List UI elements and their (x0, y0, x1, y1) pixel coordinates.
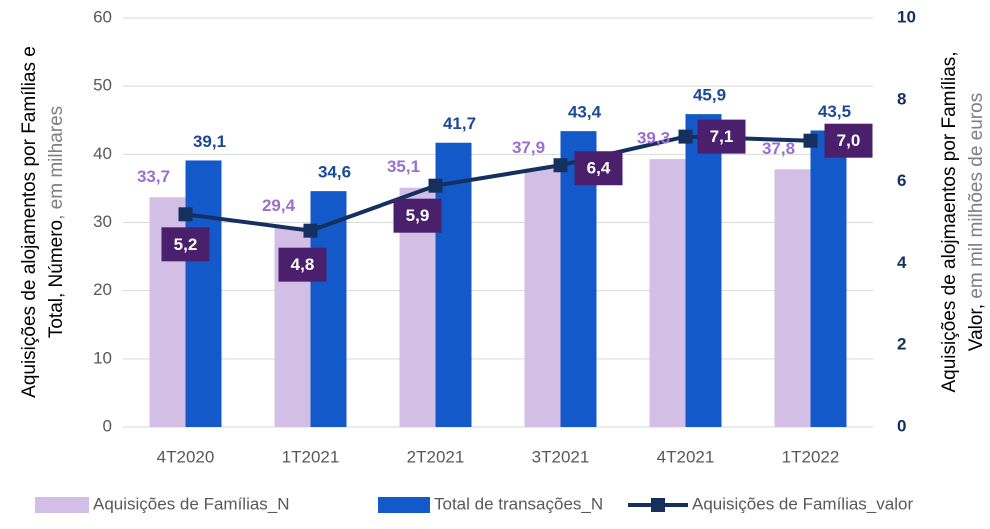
line-marker (178, 207, 193, 222)
data-label: 39,1 (193, 132, 226, 151)
y-axis-label: Aquisições de alojamentos por Famílias e (19, 46, 40, 398)
legend-swatch (378, 497, 430, 513)
data-label: 45,9 (693, 86, 726, 105)
legend-label: Aquisições de Famílias_valor (692, 494, 913, 513)
y2-axis-unit: em mil milhões de euros (966, 93, 987, 304)
data-label: 5,2 (174, 235, 198, 254)
data-label: 5,9 (406, 206, 430, 225)
legend-swatch (35, 497, 89, 513)
data-label: 43,5 (818, 102, 851, 121)
data-label-box (278, 247, 327, 282)
bar (649, 159, 686, 428)
legend-label: Total de transações_N (434, 494, 603, 513)
x-tick-label: 1T2022 (782, 447, 840, 466)
y2-axis-label: Aquisições de alojmaentos por Famílias, (939, 51, 960, 392)
data-label-box (697, 119, 746, 154)
labels: 33,7 29,4 35,1 37,9 39,3 37,8 39,1 34,6 41,7 43,4… (137, 86, 873, 282)
y-tick-label: 40 (93, 144, 112, 163)
bar (685, 114, 722, 428)
y2-tick-label: 0 (897, 416, 906, 435)
legend-label: Aquisições de Famílias_N (93, 494, 290, 513)
bar (185, 160, 222, 428)
data-label: 33,7 (137, 167, 170, 186)
y-axis-unit: , em milhares (46, 106, 67, 220)
x-tick-label: 3T2021 (532, 447, 590, 466)
y-tick-label: 50 (93, 76, 112, 95)
legend: Aquisições de Famílias_N Total de transaç… (35, 494, 913, 513)
x-tick-label: 1T2021 (282, 447, 340, 466)
data-label: 43,4 (568, 103, 602, 122)
line-marker (303, 223, 318, 238)
data-label: 34,6 (318, 163, 351, 182)
y-tick-label: 30 (93, 212, 112, 231)
data-label: 4,8 (291, 255, 315, 274)
y-tick-label: 0 (103, 416, 112, 435)
x-tick-label: 2T2021 (407, 447, 465, 466)
data-label: 41,7 (443, 114, 476, 133)
bar (524, 168, 561, 428)
y-axis-label: Total, Número, em milhares (46, 106, 67, 338)
line-marker (803, 133, 818, 148)
line-marker (553, 158, 568, 173)
y-tick-label: 20 (93, 280, 112, 299)
y2-tick-label: 4 (897, 253, 907, 272)
x-tick-label: 4T2021 (657, 447, 715, 466)
grid: 0 10 20 30 40 50 60 0 2 4 6 8 10 4T2020 1T2021 2T2021 3T… (93, 7, 916, 466)
legend-swatch (651, 498, 665, 512)
data-label-box (824, 123, 873, 158)
y2-tick-label: 8 (897, 89, 906, 108)
data-label: 35,1 (387, 157, 420, 176)
bar (774, 169, 811, 427)
data-label: 37,8 (762, 139, 795, 158)
x-tick-label: 4T2020 (157, 447, 215, 466)
data-label-box (393, 198, 442, 233)
data-label: 7,0 (837, 131, 861, 150)
y2-axis-label: Valor, (966, 304, 987, 351)
data-label: 37,9 (512, 138, 545, 157)
bar (810, 130, 847, 427)
bars (149, 114, 847, 428)
data-label-box (161, 227, 210, 262)
line-marker (428, 178, 443, 193)
data-label: 7,1 (710, 127, 734, 146)
y-axis-label: Total, Número (46, 220, 67, 338)
data-label: 6,4 (587, 159, 611, 178)
y2-axis-label: Valor, em mil milhões de euros (966, 93, 987, 351)
data-label: 39,3 (637, 129, 670, 148)
y2-tick-label: 6 (897, 171, 906, 190)
y-tick-label: 60 (93, 7, 112, 26)
y2-tick-label: 10 (897, 7, 916, 26)
data-label: 29,4 (262, 196, 296, 215)
y2-tick-label: 2 (897, 335, 906, 354)
data-label-box (574, 151, 623, 186)
line-marker (678, 129, 693, 144)
y-tick-label: 10 (93, 348, 112, 367)
